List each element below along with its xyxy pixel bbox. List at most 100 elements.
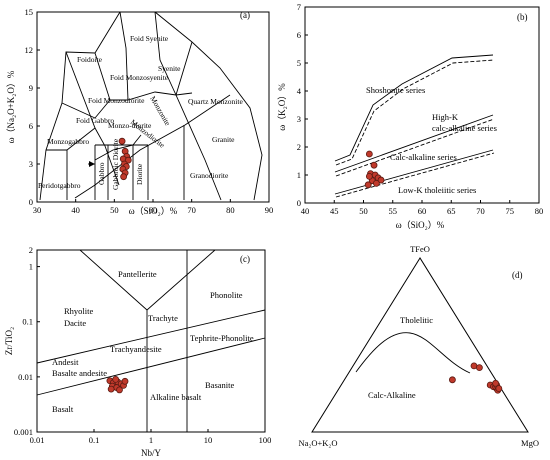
field-label: Tephrite-Phonolite — [190, 333, 254, 343]
y-tick-label: 6 — [29, 121, 33, 131]
y-tick-label: 9 — [29, 83, 33, 93]
x-tick-label: 100 — [259, 435, 272, 445]
data-point — [118, 137, 126, 145]
y-tick-label: 2 — [29, 245, 33, 255]
x-tick-label: 50 — [110, 205, 119, 215]
y-tick-label: 12 — [25, 45, 34, 55]
x-tick-label: 60 — [418, 206, 427, 216]
y-tick-label: 1 — [29, 262, 33, 272]
x-tick-label: 70 — [187, 205, 196, 215]
y-tick-label: 7 — [297, 2, 301, 12]
panel-b-boundaries — [334, 54, 495, 198]
panel-b-points — [364, 150, 385, 189]
x-tick-label: 1 — [149, 435, 153, 445]
panel-a-fields — [39, 11, 263, 201]
data-point — [120, 173, 128, 181]
field-label: Gabbroic Diorite — [111, 138, 120, 190]
data-point — [492, 379, 500, 387]
data-point — [107, 385, 115, 393]
y-axis-title: Zr/TiO₂ — [4, 327, 14, 355]
x-tick-label: 70 — [476, 206, 485, 216]
x-tick-label: 40 — [301, 206, 310, 216]
y-tick-label: 0.01 — [18, 372, 33, 382]
data-point — [475, 364, 483, 372]
field-label: Granite — [212, 135, 235, 144]
data-point — [377, 176, 385, 184]
field-label: Calc-Alkaline — [368, 390, 416, 400]
panel-c-field-labels: Pantellerite Rhyolite Dacite Trachyte Ph… — [52, 269, 254, 414]
data-point — [370, 161, 378, 169]
field-label: Andesit — [52, 357, 79, 367]
x-axis-title: Nb/Y — [141, 448, 162, 458]
series-label: Low-K tholeiitic series — [398, 185, 476, 195]
series-label: High-K — [432, 112, 459, 122]
field-label: Dacite — [64, 318, 86, 328]
y-axis-title: ω（Na₂O+K₂O）% — [6, 70, 16, 143]
x-tick-label: 10 — [204, 435, 213, 445]
panel-c-boundaries — [36, 249, 266, 432]
panel-label: (b) — [517, 12, 528, 22]
field-label: Monzonite — [148, 95, 172, 128]
x-tick-label: 30 — [33, 205, 42, 215]
y-tick-label: 15 — [25, 7, 34, 17]
field-label: Foidoite — [77, 55, 103, 64]
y-tick-label: 5 — [297, 58, 301, 68]
field-label: Rhyolite — [64, 306, 94, 316]
y-tick-label: 2 — [297, 142, 301, 152]
data-point — [121, 377, 129, 385]
y-tick-label: 0.001 — [14, 427, 33, 437]
y-tick-label: 3 — [297, 114, 301, 124]
y-tick-label: 3 — [29, 159, 33, 169]
data-point — [495, 385, 503, 392]
panel-d-labels: (d) TFeO Na₂O+K₂O MgO Tholelitic Calc-Al… — [298, 244, 539, 448]
vertex-label: TFeO — [410, 244, 430, 254]
data-point — [364, 181, 372, 189]
data-point — [365, 172, 373, 180]
y-tick-label: 0 — [29, 197, 33, 207]
field-label: Monzo-diorite — [108, 121, 152, 130]
field-label: Trachyte — [148, 313, 178, 323]
field-label: Quartz Monzonite — [188, 97, 243, 106]
x-tick-label: 80 — [535, 206, 544, 216]
field-label: Tholelitic — [400, 315, 433, 325]
data-point — [372, 179, 380, 187]
series-label: Shoshonite series — [366, 85, 425, 95]
x-tick-label: 80 — [226, 205, 235, 215]
x-tick-label: 75 — [506, 206, 515, 216]
panel-c-points — [106, 375, 129, 394]
x-tick-label: 0.01 — [30, 435, 45, 445]
y-tick-label: 1 — [297, 170, 301, 180]
panel-label: (a) — [240, 10, 250, 20]
field-label: Foid Monzodiorite — [88, 96, 145, 105]
field-label: Gabbro — [97, 162, 106, 185]
field-label: Syenite — [158, 64, 181, 73]
series-label: calc-alkaline series — [432, 123, 497, 133]
panel-d-points — [448, 362, 503, 394]
panel-c: Pantellerite Rhyolite Dacite Trachyte Ph… — [4, 245, 271, 458]
data-point — [116, 386, 123, 394]
y-tick-label: 6 — [297, 30, 301, 40]
field-label: Basanite — [205, 380, 234, 390]
field-label: Trachyandesite — [110, 344, 162, 354]
data-point — [112, 375, 120, 383]
x-tick-label: 0.1 — [89, 435, 100, 445]
x-tick-label: 50 — [359, 206, 368, 216]
field-label: Basalte andesite — [52, 368, 107, 378]
field-label: Peridotgabbro — [38, 181, 81, 190]
panel-b-series-labels: Shoshonite series High-K calc-alkaline s… — [366, 85, 497, 195]
panel-a-axes: (a) ω（SiO₂）% ω（Na₂O+K₂O）% 30 40 50 60 70 80 90… — [6, 7, 273, 216]
x-tick-label: 40 — [71, 205, 80, 215]
panel-b: Shoshonite series High-K calc-alkaline s… — [277, 2, 543, 230]
vertex-label: MgO — [521, 438, 539, 448]
x-tick-label: 45 — [330, 206, 339, 216]
panel-a: Foidoite Foid Syenite Foid Monzosyenite … — [6, 7, 273, 216]
panel-d: (d) TFeO Na₂O+K₂O MgO Tholelitic Calc-Al… — [298, 244, 539, 448]
y-tick-label: 0.1 — [22, 317, 33, 327]
x-axis-title: ω（SiO₂）% — [129, 206, 178, 216]
x-tick-label: 60 — [149, 205, 158, 215]
field-label: Basalt — [52, 404, 74, 414]
x-tick-label: 65 — [447, 206, 456, 216]
data-point — [448, 376, 456, 384]
panel-a-field-labels: Foidoite Foid Syenite Foid Monzosyenite … — [38, 34, 243, 190]
